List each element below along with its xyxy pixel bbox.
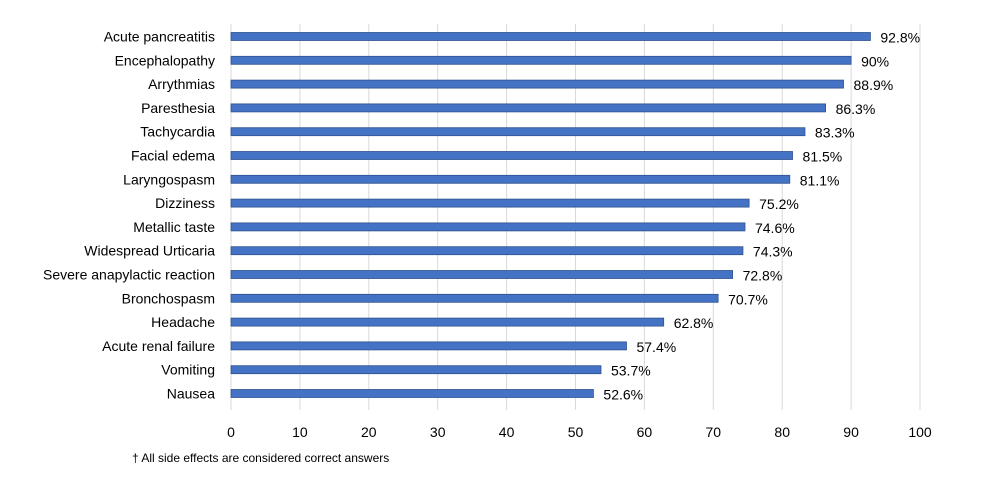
bar (230, 174, 791, 184)
data-label: 52.6% (603, 387, 643, 403)
category-label: Widespread Urticaria (84, 243, 215, 259)
bar (230, 127, 806, 137)
data-label: 81.1% (800, 172, 840, 188)
bar (230, 365, 602, 375)
bar (230, 32, 871, 41)
labels: 0 10 20 30 40 50 60 70 80 90 100 Acute pancreatitis… (43, 29, 932, 441)
bar (230, 317, 665, 327)
bar (230, 246, 744, 256)
bars (230, 32, 871, 398)
x-tick-label: 40 (499, 424, 515, 440)
data-label: 90% (861, 53, 889, 69)
data-label: 83.3% (815, 125, 855, 141)
category-label: Acute renal failure (102, 338, 215, 354)
data-label: 81.5% (803, 149, 843, 165)
x-tick-label: 70 (706, 424, 722, 440)
data-label: 75.2% (759, 196, 799, 212)
data-label: 53.7% (611, 363, 651, 379)
category-label: Dizziness (155, 195, 215, 211)
data-label: 57.4% (636, 339, 676, 355)
category-label: Tachycardia (140, 124, 215, 140)
data-label: 72.8% (743, 268, 783, 284)
x-tick-label: 20 (361, 424, 377, 440)
category-label: Facial edema (131, 148, 215, 164)
x-tick-label: 30 (430, 424, 446, 440)
data-label: 62.8% (674, 315, 714, 331)
category-label: Vomiting (161, 362, 215, 378)
category-label: Headache (151, 314, 215, 330)
data-label: 88.9% (854, 77, 894, 93)
x-tick-label: 80 (774, 424, 790, 440)
category-label: Paresthesia (141, 100, 215, 116)
category-label: Encephalopathy (115, 52, 215, 68)
category-label: Bronchospasm (122, 290, 215, 306)
x-tick-label: 100 (908, 424, 932, 440)
bar (230, 55, 852, 65)
bar (230, 389, 594, 398)
bar (230, 151, 793, 160)
x-tick-label: 90 (843, 424, 859, 440)
bar (230, 270, 733, 279)
bar (230, 341, 627, 351)
data-label: 74.6% (755, 220, 795, 236)
bar (230, 79, 844, 89)
x-tick-label: 50 (568, 424, 584, 440)
category-label: Arrythmias (148, 76, 215, 92)
bar (230, 222, 746, 232)
footnote: † All side effects are considered correc… (132, 451, 390, 465)
category-label: Nausea (167, 386, 215, 402)
bar (230, 293, 719, 303)
x-tick-label: 60 (637, 424, 653, 440)
bar (230, 198, 750, 208)
category-label: Laryngospasm (123, 171, 215, 187)
x-tick-label: 0 (227, 424, 235, 440)
data-label: 86.3% (836, 101, 876, 117)
data-label: 70.7% (728, 291, 768, 307)
category-label: Acute pancreatitis (104, 29, 215, 45)
bar (230, 103, 827, 113)
category-label: Metallic taste (133, 219, 215, 235)
x-tick-label: 10 (292, 424, 308, 440)
data-label: 74.3% (753, 244, 793, 260)
category-label: Severe anapylactic reaction (43, 267, 215, 283)
data-label: 92.8% (880, 30, 920, 46)
